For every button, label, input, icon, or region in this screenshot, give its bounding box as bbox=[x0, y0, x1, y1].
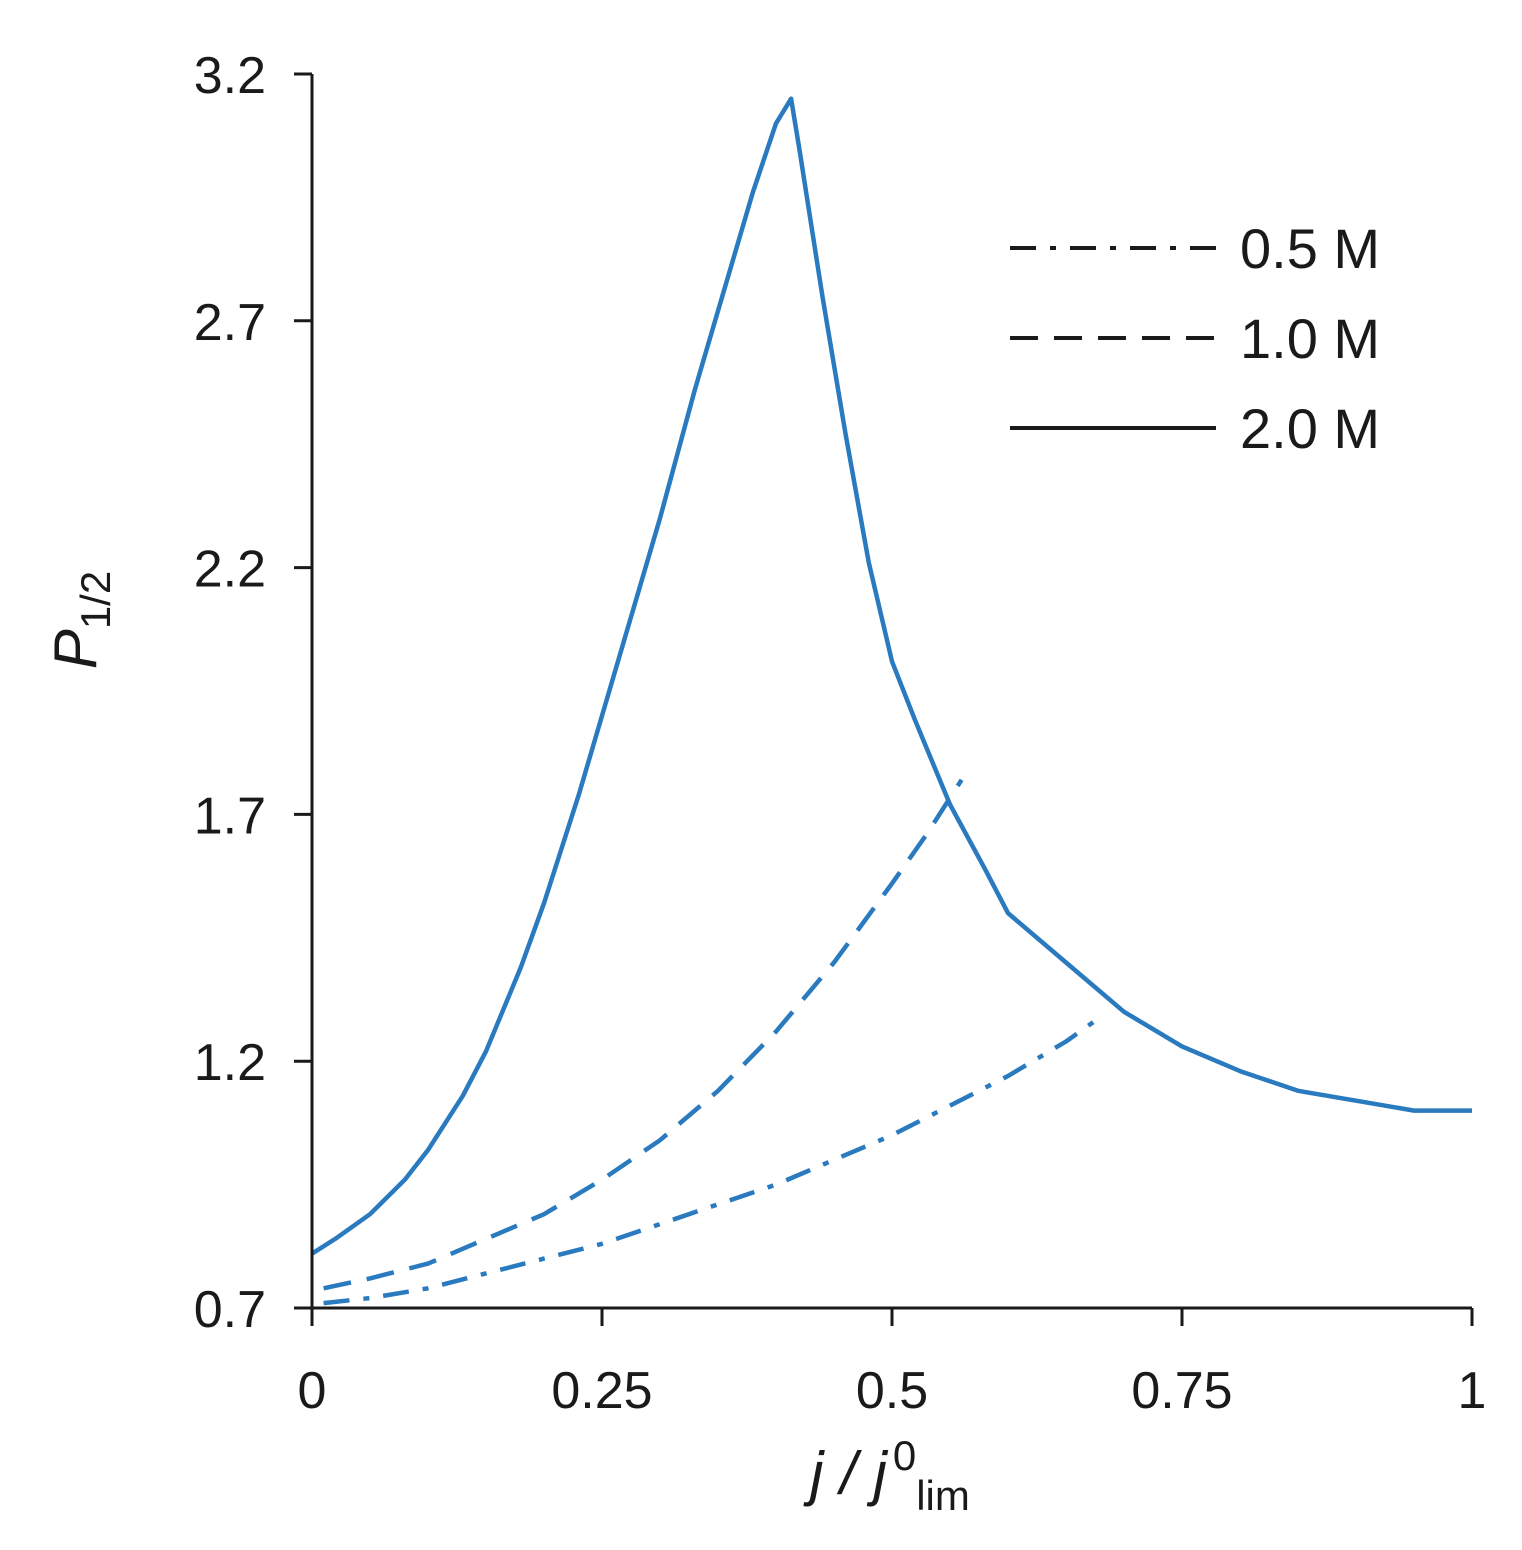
y-tick-label: 3.2 bbox=[194, 47, 266, 105]
axes: 0.7 1.2 1.7 2.2 2.7 3.2 0 0.25 0.5 0.75 1 bbox=[194, 47, 1487, 1420]
x-tick-label: 0.75 bbox=[1131, 1362, 1232, 1420]
series-line-0-5-m bbox=[323, 1014, 1103, 1306]
x-tick-label: 0.5 bbox=[856, 1362, 928, 1420]
series-line-2-0-m bbox=[310, 96, 1472, 1256]
legend-label: 1.0 M bbox=[1240, 307, 1380, 370]
x-tick-label: 1 bbox=[1458, 1362, 1487, 1420]
y-tick-label: 1.2 bbox=[194, 1034, 266, 1092]
y-tick-label: 2.2 bbox=[194, 541, 266, 599]
x-tick-label: 0.25 bbox=[551, 1362, 652, 1420]
y-tick-label: 2.7 bbox=[194, 294, 266, 352]
y-tick-label: 0.7 bbox=[194, 1281, 266, 1339]
axis-labels: j / j 0lim P1/2 bbox=[42, 571, 970, 1519]
y-axis-label: P1/2 bbox=[42, 571, 119, 669]
series-line-1-0-m bbox=[323, 778, 964, 1291]
x-axis-label: j / j 0lim bbox=[803, 1432, 970, 1519]
x-tick-label: 0 bbox=[298, 1362, 327, 1420]
legend-label: 0.5 M bbox=[1240, 217, 1380, 280]
legend-label: 2.0 M bbox=[1240, 397, 1380, 460]
legend: 0.5 M 1.0 M 2.0 M bbox=[1010, 217, 1380, 460]
y-tick-label: 1.7 bbox=[194, 787, 266, 845]
plot-area bbox=[310, 96, 1472, 1306]
